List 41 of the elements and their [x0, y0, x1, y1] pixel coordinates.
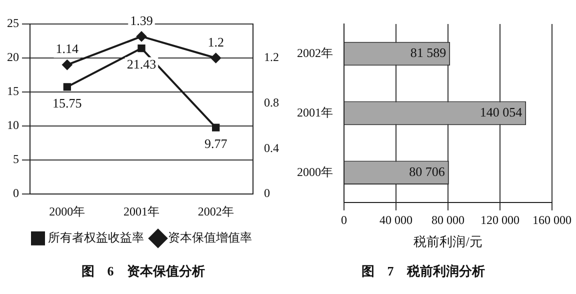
- x-tick-label: 40 000: [380, 212, 412, 227]
- y2-tick-label: 0.8: [264, 95, 279, 110]
- text: 图 6 资本保值分析: [81, 264, 205, 279]
- data-label: 81 589: [410, 45, 446, 60]
- data-label: 80 706: [409, 164, 446, 180]
- x-tick-label: 0: [341, 212, 347, 227]
- data-label: 1.2: [208, 34, 224, 50]
- y-tick-label: 15: [7, 84, 19, 98]
- point: [212, 124, 220, 132]
- point: [138, 44, 146, 52]
- legend-label: 资本保值增值率: [168, 230, 252, 245]
- data-label: 1.39: [130, 12, 153, 28]
- x-axis-title: 税前利润/元: [414, 234, 482, 250]
- x-tick-label: 80 000: [432, 212, 464, 227]
- point: [210, 53, 221, 63]
- y-tick-label: 2002年: [297, 46, 333, 60]
- y-tick-label: 10: [7, 118, 19, 132]
- y-tick-label: 0: [13, 186, 19, 200]
- x-tick-label: 2001年: [124, 204, 160, 218]
- x-tick-label: 160 000: [532, 212, 572, 227]
- x-tick-label: 2002年: [198, 204, 234, 218]
- data-label: 21.43: [126, 56, 156, 72]
- y2-tick-label: 0: [264, 186, 270, 200]
- data-label: 1.14: [56, 41, 80, 56]
- data-label: 15.75: [52, 95, 82, 110]
- y-tick-label: 5: [13, 152, 19, 166]
- y-tick-label: 2000年: [297, 164, 333, 179]
- point: [62, 60, 72, 70]
- data-label: 9.77: [204, 136, 228, 151]
- y-tick-label: 20: [7, 50, 19, 64]
- x-tick-label: 2000年: [49, 204, 86, 218]
- point: [63, 83, 71, 91]
- data-label: 140 054: [480, 104, 523, 120]
- point: [136, 31, 146, 42]
- y-tick-label: 25: [7, 16, 19, 30]
- y-tick-label: 2001年: [297, 105, 333, 120]
- text: 图 7 税前利润分析: [361, 264, 485, 279]
- legend-label: 所有者权益收益率: [48, 230, 144, 245]
- y2-tick-label: 0.4: [264, 140, 279, 155]
- x-tick-label: 120 000: [480, 212, 520, 227]
- y2-tick-label: 1.2: [264, 50, 279, 64]
